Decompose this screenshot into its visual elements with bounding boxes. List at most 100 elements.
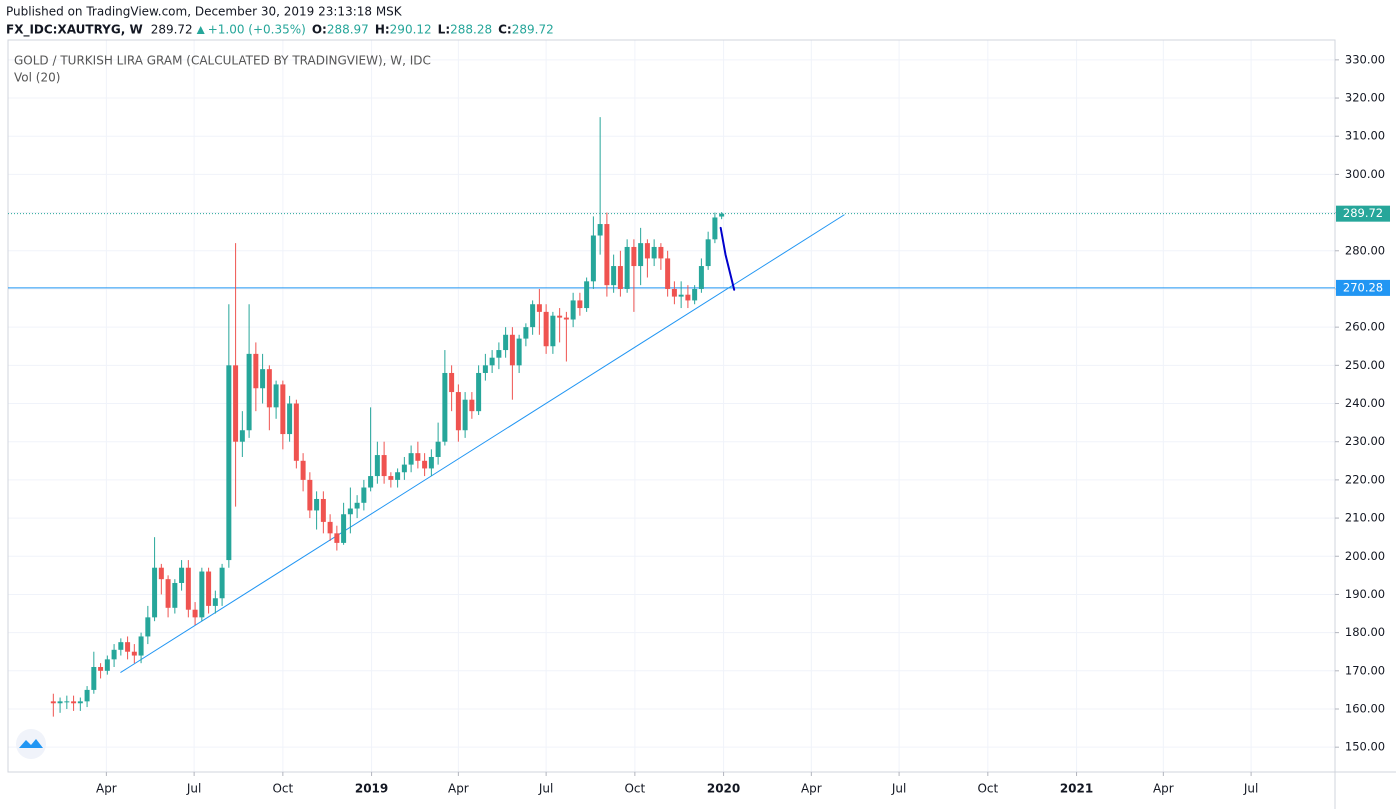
candle-body: [287, 403, 293, 435]
candle-body: [516, 338, 522, 366]
candle-body: [327, 521, 333, 534]
candle-body: [98, 666, 104, 671]
y-tick-label: 250.00: [1345, 358, 1385, 372]
ohlc-label: H:: [375, 23, 390, 37]
y-tick-label: 230.00: [1345, 434, 1385, 448]
candle-body: [64, 701, 70, 703]
candle-body: [104, 659, 110, 671]
candle-body: [523, 327, 529, 339]
candle-body: [354, 502, 360, 509]
y-tick-label: 200.00: [1345, 549, 1385, 563]
candle-body: [314, 498, 320, 511]
x-tick-label: 2020: [707, 782, 740, 796]
candle-body: [617, 266, 623, 289]
y-tick-label: 170.00: [1345, 663, 1385, 677]
candle-body: [361, 487, 367, 503]
candle-body: [192, 609, 198, 618]
candle-body: [536, 304, 542, 312]
candle-body: [199, 571, 205, 618]
candle-body: [658, 246, 664, 259]
x-tick-label: Apr: [96, 782, 117, 796]
candle-body: [584, 281, 590, 309]
ohlc-value: 290.12: [390, 23, 432, 37]
candle-body: [462, 399, 468, 431]
y-tick-label: 320.00: [1345, 91, 1385, 105]
candle-body: [570, 300, 576, 320]
candle-body: [307, 479, 313, 511]
candle-body: [422, 460, 428, 469]
candle-body: [638, 243, 644, 267]
candle-body: [685, 294, 691, 301]
candle-body: [239, 430, 245, 442]
candle-body: [543, 311, 549, 347]
y-tick-label: 150.00: [1345, 740, 1385, 754]
up-arrow: [196, 26, 205, 34]
candle-body: [71, 701, 77, 704]
y-tick-label: 330.00: [1345, 52, 1385, 66]
candle-body: [260, 369, 266, 389]
chart-title: GOLD / TURKISH LIRA GRAM (CALCULATED BY …: [14, 54, 431, 68]
candle-body: [719, 213, 725, 217]
change: +1.00 (+0.35%): [208, 23, 306, 37]
candle-body: [388, 476, 394, 480]
y-tick-label: 280.00: [1345, 243, 1385, 257]
candle-body: [206, 571, 212, 606]
candle-body: [455, 392, 461, 431]
x-tick-label: Jul: [1243, 782, 1258, 796]
ohlc-value: 288.97: [327, 23, 369, 37]
candle-body: [179, 567, 185, 583]
candle-body: [185, 567, 191, 610]
candle-body: [347, 508, 353, 515]
candle-body: [482, 365, 488, 373]
ohlc-value: 289.72: [512, 23, 554, 37]
chart-subtitle: Vol (20): [14, 71, 60, 85]
candle-body: [77, 701, 83, 704]
x-tick-label: Oct: [624, 782, 645, 796]
candle-body: [469, 399, 475, 412]
candle-body: [550, 315, 556, 347]
candle-body: [131, 651, 137, 656]
candle-body: [219, 567, 225, 599]
y-tick-label: 190.00: [1345, 587, 1385, 601]
candle-body: [172, 582, 178, 608]
candle-body: [577, 300, 583, 309]
candle-body: [712, 217, 718, 240]
candle-body: [246, 353, 252, 431]
x-tick-label: Apr: [1153, 782, 1174, 796]
y-tick-label: 300.00: [1345, 167, 1385, 181]
candle-body: [442, 372, 448, 442]
candle-body: [125, 642, 131, 652]
candle-body: [50, 701, 56, 704]
candle-body: [509, 334, 515, 366]
published: Published on TradingView.com, December 3…: [6, 5, 403, 19]
candle-body: [698, 266, 704, 289]
ohlc-label: C:: [498, 23, 512, 37]
candle-body: [631, 246, 637, 267]
y-tick-label: 220.00: [1345, 472, 1385, 486]
price-label-bg: [1336, 279, 1390, 296]
x-tick-label: Apr: [801, 782, 822, 796]
last-price-bg: [1336, 205, 1390, 222]
candle-body: [300, 460, 306, 480]
candle-body: [671, 288, 677, 297]
candle-body: [57, 701, 63, 704]
candle-body: [158, 567, 164, 580]
candle-body: [665, 258, 671, 289]
x-tick-label: Oct: [272, 782, 293, 796]
y-tick-label: 240.00: [1345, 396, 1385, 410]
candle-body: [395, 472, 401, 480]
candle-body: [253, 353, 259, 389]
candle-body: [341, 514, 347, 543]
candle-body: [368, 476, 374, 488]
x-tick-label: Apr: [448, 782, 469, 796]
candle-body: [401, 464, 407, 473]
y-tick-label: 210.00: [1345, 511, 1385, 525]
candle-body: [692, 288, 698, 301]
candle-body: [604, 224, 610, 286]
candle-body: [611, 266, 617, 286]
candle-body: [334, 533, 340, 543]
candle-body: [530, 304, 536, 328]
candle-body: [415, 453, 421, 461]
x-tick-label: Jul: [891, 782, 906, 796]
last-price: 289.72: [151, 23, 193, 37]
